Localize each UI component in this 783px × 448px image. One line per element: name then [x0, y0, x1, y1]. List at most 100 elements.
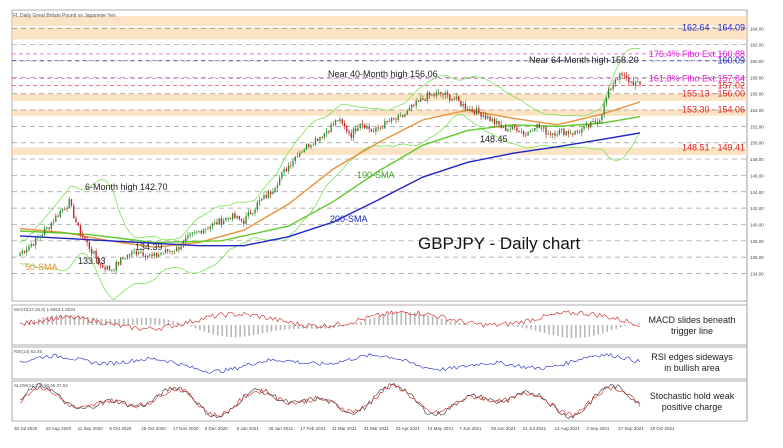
candle-body — [634, 82, 637, 86]
candle-body — [480, 112, 482, 117]
candle-body — [104, 267, 106, 270]
candle-body — [95, 250, 97, 259]
macd-histogram-bar — [404, 311, 407, 325]
macd-histogram-bar — [360, 321, 362, 325]
candle-body — [558, 129, 561, 135]
candle-body — [176, 247, 178, 252]
candle-body — [583, 125, 585, 129]
macd-histogram-bar — [118, 318, 121, 325]
price-tick-label: 138.00 — [750, 239, 764, 244]
candle-body — [200, 230, 202, 234]
candle-body — [321, 136, 323, 138]
macd-histogram-bar — [190, 325, 192, 327]
level-label: 153.30 - 154.06 — [682, 105, 745, 115]
candle-body — [310, 145, 312, 148]
candle-body — [458, 96, 460, 101]
candle-body — [522, 131, 525, 135]
candle-body — [135, 251, 138, 255]
candle-body — [106, 265, 108, 270]
x-tick-label: 17 Nov 2020 — [173, 426, 199, 431]
candle-body — [529, 130, 531, 133]
candle-body — [493, 118, 496, 124]
candle-body — [408, 107, 411, 111]
macd-histogram-bar — [449, 321, 452, 325]
candle-body — [41, 234, 44, 237]
candle-body — [117, 261, 120, 265]
candle-body — [151, 254, 153, 257]
chart-title: GBPJPY - Daily chart — [418, 234, 580, 253]
candle-body — [386, 121, 388, 122]
candlesticks — [19, 71, 641, 275]
candle-body — [355, 128, 357, 132]
macd-histogram-bar — [51, 315, 53, 325]
x-tick-label: 12 Aug 2021 — [555, 426, 581, 431]
candle-body — [57, 215, 59, 217]
macd-histogram-bar — [378, 316, 380, 325]
macd-histogram-bar — [69, 315, 71, 325]
candle-body — [205, 228, 207, 230]
moving-averages — [19, 47, 641, 301]
macd-histogram-bar — [521, 325, 523, 328]
candle-body — [93, 250, 95, 254]
candle-body — [592, 120, 594, 122]
candle-body — [549, 133, 552, 135]
stochastic-note-line2: positive charge — [662, 402, 723, 412]
price-tick-label: 152.00 — [750, 124, 764, 129]
macd-histogram-bar — [172, 320, 174, 325]
candle-body — [433, 94, 435, 96]
candle-body — [301, 151, 303, 153]
candle-body — [630, 81, 632, 83]
candle-body — [610, 88, 612, 90]
price-tick-label: 156.00 — [750, 92, 764, 97]
macd-histogram-bar — [127, 318, 130, 325]
candle-body — [565, 131, 567, 136]
symbol-header: FL Daily Great Britain Pound vs Japanese… — [13, 13, 116, 19]
candle-body — [102, 264, 104, 268]
candle-body — [229, 217, 232, 220]
candle-body — [419, 98, 422, 102]
candle-body — [572, 133, 574, 135]
macd-histogram-bar — [418, 313, 421, 325]
candle-body — [299, 152, 301, 157]
candle-body — [292, 160, 294, 166]
macd-histogram-bar — [606, 325, 609, 332]
price-tick-label: 140.00 — [750, 222, 764, 227]
candle-body — [37, 237, 39, 238]
macd-histogram-bar — [275, 325, 277, 331]
candle-body — [281, 172, 283, 178]
macd-histogram-bar — [181, 323, 183, 325]
macd-histogram-bar — [597, 325, 600, 335]
macd-histogram-bar — [248, 325, 250, 336]
candle-body — [361, 123, 364, 125]
macd-histogram-bar — [140, 317, 143, 325]
rsi-note-line2: in bullish area — [664, 363, 720, 373]
candle-body — [625, 75, 628, 78]
macd-histogram-bar — [592, 325, 595, 336]
candle-body — [270, 191, 272, 195]
candle-body — [540, 127, 543, 129]
x-tick-label: 27 Sep 2021 — [618, 426, 644, 431]
level-zone — [12, 109, 747, 116]
candle-body — [196, 231, 198, 233]
candle-body — [82, 234, 84, 237]
candle-body — [296, 156, 299, 158]
macd-histogram-bar — [440, 318, 443, 325]
macd-histogram-bar — [516, 325, 519, 327]
level-label: 176.4% Fibo Ext.160.88 — [649, 49, 745, 59]
sma-line — [19, 115, 641, 244]
candle-body — [75, 218, 77, 223]
macd-histogram-bar — [369, 318, 371, 325]
candle-body — [444, 92, 446, 95]
candle-body — [507, 129, 509, 132]
level-label: 155.13 - 156.00 — [682, 89, 745, 99]
price-tick-label: 146.00 — [750, 173, 764, 178]
candle-body — [23, 250, 26, 253]
x-tick-label: 26 Oct 2020 — [141, 426, 166, 431]
macd-histogram-bar — [176, 322, 179, 325]
macd-histogram-bar — [530, 325, 532, 330]
annotation-134-39: 134.39 — [135, 242, 163, 252]
candle-body — [330, 124, 332, 133]
candle-body — [211, 223, 214, 227]
candle-body — [415, 100, 417, 106]
macd-histogram-bar — [355, 323, 358, 325]
